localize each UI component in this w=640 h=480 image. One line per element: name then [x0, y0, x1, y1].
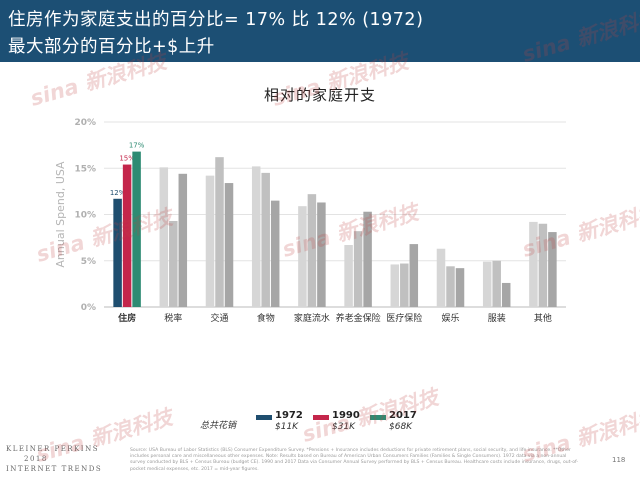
chart-title: 相对的家庭开支 [263, 86, 376, 104]
data-label-1972: 12% [110, 189, 126, 197]
slide-title-line-2: 最大部分的百分比+$上升 [8, 37, 215, 57]
bar-1972-4 [298, 206, 307, 307]
bar-2017-9 [548, 232, 557, 307]
data-label-1990: 15% [119, 155, 135, 163]
legend-title: 总共花销 [200, 421, 237, 431]
bar-1972-7 [436, 248, 446, 307]
bar-1972-6 [390, 264, 400, 307]
x-tick-label: 其他 [534, 312, 552, 324]
bar-1990-3 [261, 172, 270, 307]
bar-2017-2 [224, 183, 234, 307]
legend-swatch-1990 [313, 415, 329, 420]
bar-1990-5 [353, 231, 363, 307]
logo-line-3: INTERNET TRENDS [6, 465, 103, 473]
bar-2017-1 [178, 173, 188, 307]
bar-1990-8 [492, 260, 501, 307]
y-tick-label: 15% [74, 164, 96, 174]
bar-1972-3 [251, 166, 261, 307]
legend-amount-1972: $11K [275, 422, 299, 432]
y-tick-label: 0% [81, 303, 96, 313]
bar-1990-2 [215, 157, 224, 307]
x-tick-label: 服装 [488, 312, 506, 324]
data-label-2017: 17% [129, 142, 145, 150]
bar-1990-1 [169, 220, 178, 307]
bar-1972-5 [344, 245, 353, 307]
x-tick-label: 娱乐 [441, 312, 459, 324]
y-tick-label: 5% [81, 257, 96, 267]
bar-1972-2 [205, 175, 215, 307]
chart-legend: 总共花销 1972 $11K 1990 $31K 2017 $68K [200, 410, 440, 438]
kleiner-perkins-logo: KLEINER PERKINS 2018 INTERNET TRENDS [6, 444, 102, 474]
bar-1990-0 [122, 164, 132, 307]
x-tick-label: 税率 [164, 312, 182, 324]
legend-amount-1990: $31K [332, 422, 356, 432]
slide-header: 住房作为家庭支出的百分比= 17% 比 12% (1972) 最大部分的百分比+… [0, 0, 640, 62]
bar-1972-0 [113, 198, 122, 307]
legend-amount-2017: $68K [389, 422, 413, 432]
legend-swatch-2017 [370, 415, 386, 420]
bar-1990-9 [538, 223, 548, 307]
bar-1990-7 [446, 266, 455, 307]
source-note: Source: USA Bureau of Labor Statistics (… [130, 448, 579, 472]
bar-2017-0 [132, 151, 141, 307]
y-tick-label: 20% [74, 118, 96, 128]
page-number: 118 [612, 456, 626, 464]
x-tick-label: 养老金保险 [336, 312, 381, 324]
logo-line-1: KLEINER PERKINS [6, 445, 99, 453]
bar-1990-4 [307, 194, 317, 307]
legend-year-1990: 1990 [332, 410, 360, 421]
legend-year-1972: 1972 [275, 410, 303, 421]
x-tick-label: 家庭流水 [294, 312, 330, 324]
y-axis-label: Annual Spend, USA [54, 161, 67, 268]
bar-2017-8 [501, 282, 511, 307]
bar-2017-3 [270, 200, 280, 307]
bar-2017-4 [317, 202, 326, 307]
x-tick-label: 交通 [210, 312, 228, 324]
bar-2017-6 [409, 244, 419, 307]
bar-1972-1 [159, 167, 169, 307]
bar-1972-9 [529, 221, 538, 307]
x-tick-label: 医疗保险 [386, 312, 422, 324]
x-tick-label: 食物 [257, 312, 275, 324]
legend-year-2017: 2017 [389, 410, 417, 421]
bar-2017-5 [363, 211, 372, 307]
bar-1990-6 [400, 263, 409, 307]
logo-line-2: 2018 [24, 455, 48, 463]
slide-title-line-1: 住房作为家庭支出的百分比= 17% 比 12% (1972) [8, 10, 424, 30]
y-tick-label: 10% [74, 211, 96, 221]
bar-2017-7 [455, 268, 465, 307]
legend-swatch-1972 [256, 415, 272, 420]
bar-1972-8 [482, 261, 492, 307]
x-tick-label: 住房 [118, 312, 136, 324]
